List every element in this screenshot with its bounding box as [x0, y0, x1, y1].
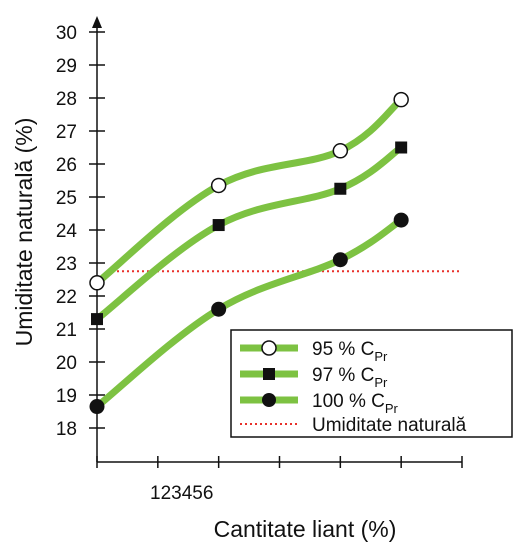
y-tick-label: 30: [56, 23, 77, 44]
legend-label-100-sub: Pr: [385, 401, 399, 416]
axes: 18 19 20 21 22 23 24 25 26 27 28 29 30: [56, 16, 463, 468]
series-1-point-3: [395, 141, 408, 154]
series-lines: [93, 96, 405, 411]
series-0-point-0: [89, 275, 105, 291]
series-2-point-3: [393, 212, 409, 228]
legend-label-100: 100 % CPr: [312, 391, 399, 416]
legend-label-95-main: 95 % C: [312, 339, 374, 360]
series-markers: [89, 91, 409, 415]
y-tick-label: 18: [56, 419, 77, 440]
y-tick-label: 22: [56, 287, 77, 308]
y-tick-label: 24: [56, 221, 78, 242]
legend: 95 % CPr 97 % CPr 100 % CPr Umiditate na…: [230, 329, 513, 438]
series-line-0: [93, 96, 405, 287]
series-1-point-2: [334, 182, 347, 195]
series-0-point-1: [210, 177, 227, 194]
y-tick-label: 19: [56, 386, 77, 407]
y-axis-title: Umiditate naturală (%): [11, 118, 37, 347]
series-0-point-2: [332, 143, 349, 159]
series-line-2: [93, 216, 405, 411]
series-2-point-1: [211, 301, 227, 317]
series-line-1: [93, 144, 405, 323]
legend-label-97-sub: Pr: [374, 375, 388, 390]
x-axis-title: Cantitate liant (%): [214, 516, 397, 542]
y-tick-label: 20: [56, 353, 77, 374]
legend-marker-open-circle: [261, 340, 277, 356]
series-0-point-3: [393, 91, 409, 108]
y-tick-label: 25: [56, 188, 77, 209]
legend-label-100-main: 100 % C: [312, 391, 385, 412]
y-tick-label: 28: [56, 89, 77, 110]
y-axis-arrow: [92, 16, 102, 28]
series-1-point-0: [91, 313, 103, 326]
y-tick-label: 23: [56, 254, 77, 275]
x-tick-label-text: 123456: [150, 483, 213, 504]
y-tick-label: 29: [56, 56, 77, 77]
legend-label-95: 95 % CPr: [312, 339, 388, 364]
series-2-point-0: [89, 399, 105, 415]
y-tick-label: 27: [56, 122, 77, 143]
series-2-point-2: [332, 252, 348, 268]
legend-label-95-sub: Pr: [374, 349, 388, 364]
legend-label-reference: Umiditate naturală: [312, 415, 467, 436]
legend-marker-filled-circle: [262, 393, 276, 407]
legend-marker-filled-square: [263, 368, 275, 380]
series-1-point-1: [212, 219, 225, 232]
y-tick-label: 26: [56, 155, 77, 176]
y-tick-label: 21: [56, 320, 77, 341]
legend-label-97: 97 % CPr: [312, 365, 388, 390]
legend-label-97-main: 97 % C: [312, 365, 374, 386]
